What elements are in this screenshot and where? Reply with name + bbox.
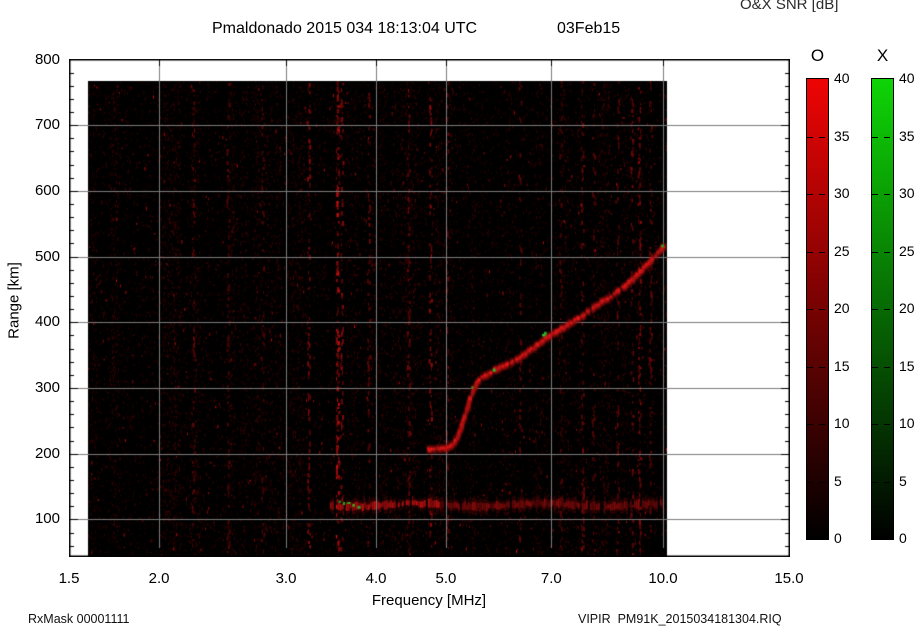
y-tick-label: 200 [34, 444, 60, 462]
colorbar-tick-mark [872, 251, 878, 253]
y-tick-label: 800 [34, 50, 60, 68]
colorbar-tick-mark [884, 251, 890, 253]
colorbar-tick-mark [872, 194, 878, 195]
colorbar-tick-mark [872, 309, 878, 310]
colorbar-tick-mark [872, 424, 878, 425]
colorbar-tick-mark [884, 309, 890, 310]
colorbar-tick-mark [807, 366, 813, 368]
colorbar-title: O&X SNR [dB] [740, 0, 839, 13]
colorbar-tick-mark [819, 366, 825, 368]
colorbar-tick-mark [819, 309, 825, 310]
colorbar-tick-mark [807, 136, 813, 138]
colorbar-tick-value: 25 [899, 242, 915, 259]
colorbar-tick-value: 30 [899, 185, 915, 201]
colorbar-tick-value: 25 [834, 242, 850, 259]
colorbar-tick-mark [819, 194, 825, 195]
y-tick-label: 100 [34, 510, 60, 528]
y-axis-label: Range [km] [5, 262, 23, 339]
y-tick-label: 300 [34, 379, 60, 396]
x-tick-label: 7.0 [540, 570, 562, 587]
colorbar-tick-mark [819, 136, 825, 138]
ionogram-plot [69, 59, 790, 557]
colorbar-tick-value: 15 [899, 357, 915, 374]
x-tick-label: 4.0 [365, 570, 387, 587]
o-snr-colorbar [806, 78, 829, 540]
x-tick-label: 10.0 [648, 570, 678, 587]
colorbar-tick-mark [884, 424, 890, 425]
colorbar-tick-mark [807, 481, 813, 483]
y-tick-label: 500 [34, 247, 60, 265]
colorbar-tick-value: 40 [899, 70, 915, 86]
x-tick-label: 5.0 [435, 570, 457, 587]
y-tick-label: 700 [34, 116, 60, 134]
colorbar-tick-value: 30 [834, 185, 850, 201]
colorbar-tick-mark [872, 366, 878, 368]
x-tick-label: 1.5 [58, 570, 80, 587]
colorbar-tick-value: 20 [899, 300, 915, 316]
colorbar-tick-value: 40 [834, 70, 850, 86]
x-colorbar-label: X [876, 46, 889, 65]
x-snr-colorbar [871, 78, 894, 540]
colorbar-tick-mark [884, 136, 890, 138]
colorbar-tick-mark [872, 136, 878, 138]
colorbar-tick-mark [807, 424, 813, 425]
colorbar-tick-value: 0 [899, 530, 907, 546]
o-colorbar-label: O [810, 46, 825, 65]
colorbar-tick-mark [819, 251, 825, 253]
colorbar-tick-value: 35 [834, 127, 850, 144]
y-tick-label: 600 [34, 181, 60, 199]
x-tick-label: 3.0 [275, 570, 297, 587]
x-axis-label: Frequency [MHz] [371, 592, 487, 609]
colorbar-tick-value: 5 [899, 472, 907, 489]
colorbar-tick-mark [819, 481, 825, 483]
colorbar-tick-mark [884, 366, 890, 368]
y-tick-label: 400 [34, 313, 60, 331]
page-title: Pmaldonado 2015 034 18:13:04 UTC [212, 20, 478, 37]
colorbar-tick-value: 35 [899, 127, 915, 144]
colorbar-tick-value: 15 [834, 357, 850, 374]
colorbar-tick-mark [872, 481, 878, 483]
rx-mask-text: RxMask 00001111 [28, 612, 130, 626]
x-tick-label: 2.0 [148, 570, 170, 587]
source-file-text: VIPIR PM91K_2015034181304.RIQ [578, 612, 782, 626]
x-tick-label: 15.0 [774, 570, 804, 587]
colorbar-tick-mark [807, 251, 813, 253]
colorbar-tick-mark [807, 309, 813, 310]
colorbar-tick-value: 5 [834, 472, 842, 489]
colorbar-tick-value: 10 [834, 415, 850, 431]
colorbar-tick-mark [884, 481, 890, 483]
colorbar-tick-mark [807, 194, 813, 195]
colorbar-tick-mark [819, 424, 825, 425]
colorbar-tick-mark [884, 194, 890, 195]
colorbar-tick-value: 0 [834, 530, 842, 546]
colorbar-tick-value: 20 [834, 300, 850, 316]
colorbar-tick-value: 10 [899, 415, 915, 431]
title-date: 03Feb15 [557, 20, 621, 37]
